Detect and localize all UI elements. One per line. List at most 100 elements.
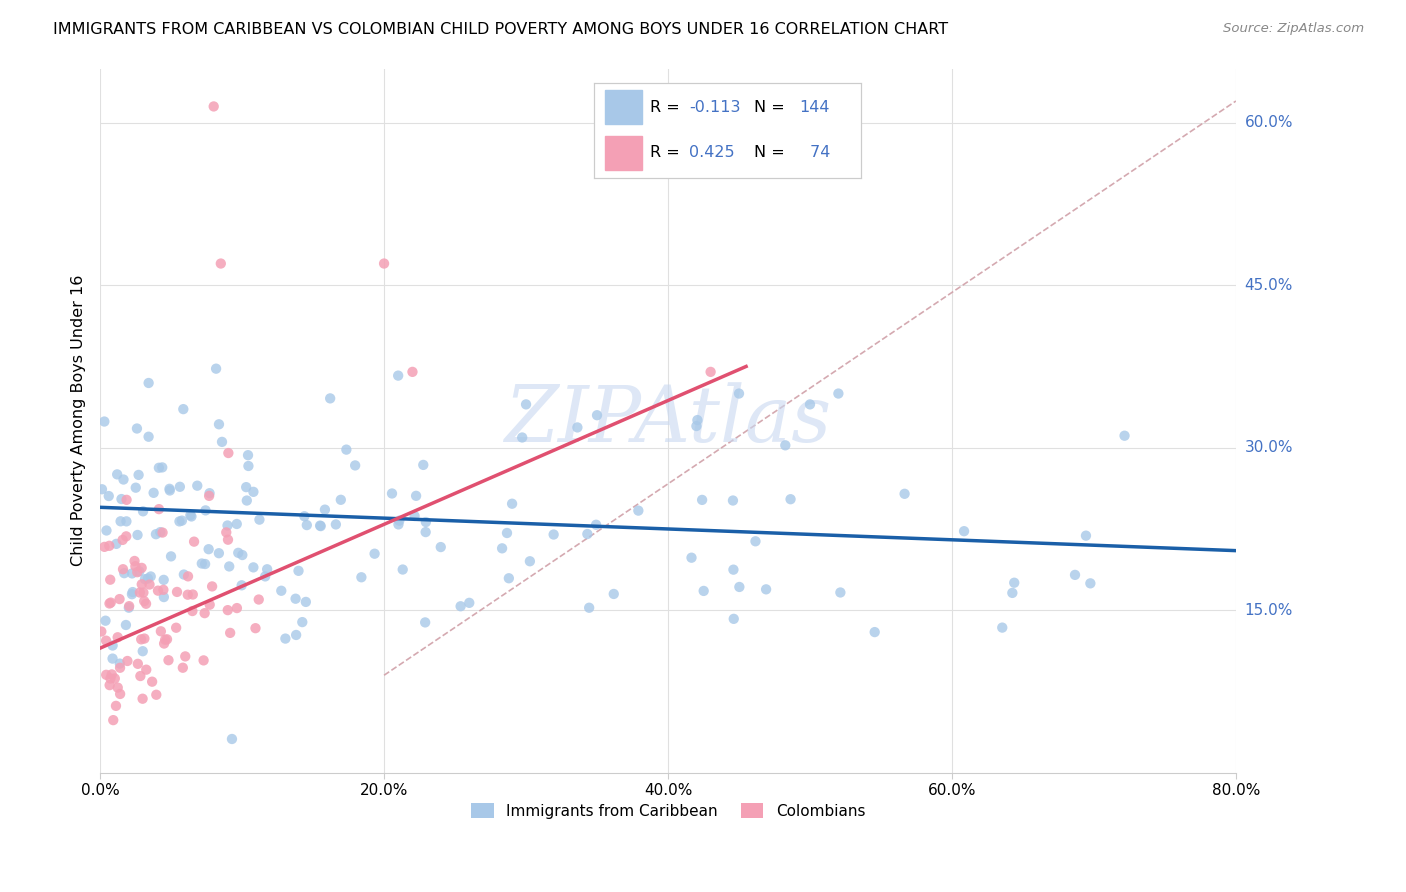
Point (991, 621, 1014, 635)
Point (125, 421, 148, 435)
Point (134, 572, 156, 586)
Point (132, 644, 155, 658)
Point (145, 688, 167, 702)
Point (138, 577, 160, 591)
Point (231, 578, 253, 592)
Point (373, 256, 395, 270)
Point (142, 486, 165, 500)
Point (100, 667, 122, 681)
Point (135, 597, 157, 611)
Point (110, 491, 132, 506)
Point (115, 514, 138, 528)
Point (692, 583, 714, 598)
Point (115, 529, 138, 543)
Point (744, 534, 766, 549)
Text: 60.0%: 60.0% (1244, 115, 1294, 130)
Point (236, 448, 259, 462)
Point (153, 632, 176, 647)
Point (690, 492, 713, 507)
Point (108, 592, 131, 607)
Point (135, 663, 157, 677)
Point (181, 604, 204, 618)
Point (458, 596, 481, 610)
Point (292, 509, 315, 524)
Point (578, 600, 600, 615)
Point (285, 628, 308, 642)
Point (721, 493, 744, 508)
Point (193, 653, 215, 667)
Point (235, 480, 257, 494)
Point (412, 458, 434, 472)
Point (131, 577, 153, 591)
Point (388, 514, 411, 528)
Point (148, 460, 170, 475)
Point (1114, 428, 1136, 442)
Point (387, 517, 409, 532)
Point (501, 497, 523, 511)
Point (107, 681, 129, 695)
Point (124, 559, 146, 574)
Point (172, 402, 194, 417)
Point (111, 533, 134, 547)
Point (134, 632, 156, 646)
Point (103, 713, 125, 727)
Point (236, 493, 259, 508)
Point (132, 585, 155, 599)
Point (159, 483, 181, 498)
Point (405, 489, 427, 503)
Point (179, 508, 201, 523)
Point (249, 513, 271, 527)
Point (627, 503, 650, 517)
Point (173, 567, 195, 582)
Point (96, 668, 118, 682)
Point (108, 657, 131, 671)
Point (108, 661, 131, 675)
Point (107, 630, 129, 644)
Point (104, 672, 127, 686)
Point (335, 442, 357, 457)
Point (134, 594, 156, 608)
Point (450, 599, 472, 614)
Point (256, 562, 278, 576)
Point (125, 481, 148, 495)
Point (170, 514, 193, 528)
Point (226, 546, 249, 560)
Point (496, 526, 519, 541)
Point (247, 592, 270, 607)
Point (603, 587, 626, 601)
Point (381, 486, 404, 500)
Point (117, 654, 139, 668)
Point (699, 365, 721, 379)
Point (138, 430, 160, 444)
Point (775, 438, 797, 452)
Y-axis label: Child Poverty Among Boys Under 16: Child Poverty Among Boys Under 16 (72, 275, 86, 566)
Point (141, 674, 163, 689)
Point (209, 256, 232, 270)
Point (1080, 576, 1102, 591)
Point (111, 562, 134, 576)
Point (121, 585, 143, 599)
Point (238, 458, 260, 473)
Point (231, 548, 253, 562)
Point (166, 585, 188, 599)
Point (115, 618, 138, 632)
Point (112, 473, 135, 487)
Point (101, 639, 124, 653)
Point (124, 554, 146, 568)
Point (284, 591, 307, 606)
Point (242, 484, 264, 499)
Point (94, 614, 117, 628)
Point (98, 678, 121, 692)
Point (97, 489, 120, 503)
Text: 30.0%: 30.0% (1244, 441, 1294, 455)
Point (115, 492, 138, 507)
Point (723, 612, 745, 626)
Point (110, 514, 132, 528)
Point (413, 615, 436, 630)
Point (863, 625, 886, 640)
Point (309, 518, 332, 533)
Point (186, 478, 208, 492)
Point (169, 480, 191, 494)
Point (254, 569, 277, 583)
Point (219, 626, 242, 640)
